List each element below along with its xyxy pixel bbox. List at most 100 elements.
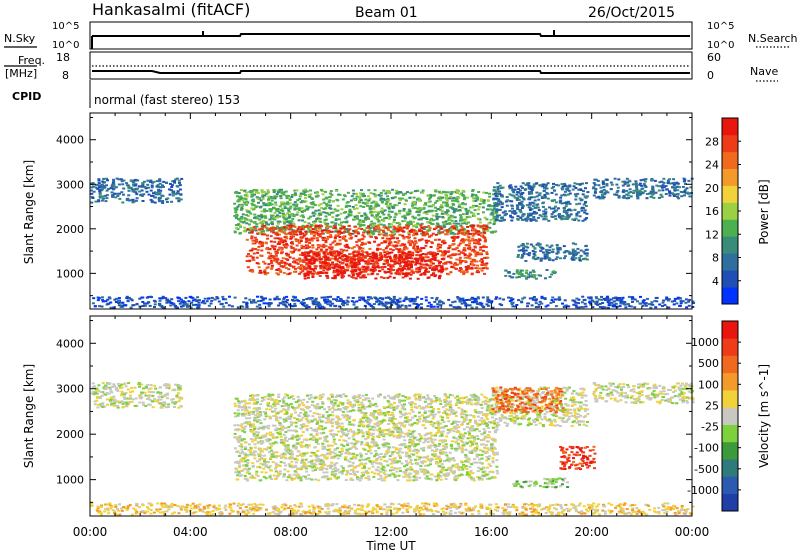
power-cell	[239, 208, 243, 211]
power-cell	[161, 200, 165, 202]
power-cell	[483, 272, 486, 275]
power-cell	[373, 240, 377, 243]
power-cell	[469, 253, 473, 256]
power-cell	[293, 207, 297, 210]
power-cell	[319, 261, 323, 264]
power-cell	[649, 192, 653, 195]
power-cell	[350, 236, 354, 239]
power-cell	[338, 299, 342, 302]
power-cell	[322, 211, 326, 214]
power-cell	[513, 305, 517, 308]
power-cell	[533, 247, 537, 250]
power-patch	[303, 251, 444, 280]
power-cell	[615, 191, 619, 194]
power-cell	[356, 231, 360, 233]
power-cell	[363, 194, 366, 197]
power-cell	[411, 207, 415, 210]
power-cell	[558, 216, 562, 219]
power-cell	[260, 191, 264, 194]
power-cell	[141, 182, 145, 185]
power-cell	[159, 189, 163, 192]
power-cell	[581, 219, 585, 222]
power-cell	[354, 270, 358, 273]
power-cell	[440, 209, 444, 212]
power-cell	[381, 303, 385, 306]
power-cell	[335, 263, 339, 266]
power-cell	[540, 195, 544, 198]
power-cell	[161, 184, 164, 187]
power-cell	[477, 243, 481, 246]
power-cell	[331, 277, 335, 280]
velocity-cell	[103, 405, 107, 408]
power-cell	[380, 256, 384, 258]
power-cell	[467, 236, 471, 239]
power-cell	[675, 302, 679, 305]
power-cell	[463, 219, 467, 222]
power-cell	[582, 299, 586, 301]
power-cell	[514, 185, 518, 188]
power-cell	[150, 186, 154, 189]
power-cell	[465, 211, 469, 214]
power-cell	[407, 231, 411, 234]
power-cell	[349, 212, 353, 215]
power-cell	[161, 295, 165, 298]
power-cell	[457, 230, 461, 233]
power-cell	[429, 234, 433, 237]
power-cell	[519, 244, 523, 247]
power-cell	[687, 304, 691, 307]
power-cell	[179, 198, 183, 201]
power-cell	[293, 189, 297, 192]
power-cell	[175, 197, 179, 200]
power-cell	[267, 305, 271, 308]
power-cell	[171, 180, 175, 183]
power-cell	[465, 267, 469, 270]
power-cell	[645, 193, 649, 195]
power-cell	[453, 254, 457, 256]
power-cell	[573, 219, 577, 221]
power-cell	[203, 302, 207, 305]
power-cell	[517, 249, 521, 252]
power-cell	[363, 260, 367, 263]
noise-sky-line	[92, 33, 690, 37]
power-cell	[458, 209, 462, 211]
power-cell	[431, 251, 435, 254]
power-cell	[269, 196, 273, 198]
power-cell	[389, 204, 393, 207]
power-cell	[370, 230, 373, 233]
power-cell	[327, 252, 330, 255]
power-cell	[467, 209, 471, 212]
power-cell	[583, 252, 587, 255]
power-cell	[240, 207, 244, 210]
power-cell	[644, 178, 648, 181]
power-cell	[197, 301, 201, 304]
noise-spikes	[91, 30, 555, 49]
power-cell	[479, 259, 482, 262]
power-cell	[592, 300, 596, 303]
power-cell	[334, 255, 338, 258]
power-cell	[479, 303, 483, 306]
power-cell	[333, 236, 337, 239]
power-cell	[281, 257, 285, 260]
power-cell	[284, 240, 288, 243]
power-cell	[311, 268, 315, 271]
power-cell	[601, 195, 604, 198]
power-cell	[633, 298, 637, 301]
power-cell	[314, 225, 318, 228]
power-cell	[253, 239, 257, 242]
power-cell	[325, 274, 329, 277]
power-cell	[439, 199, 442, 202]
power-cell	[302, 210, 306, 212]
power-cell	[329, 207, 333, 210]
power-cell	[405, 268, 409, 271]
power-cell	[376, 247, 380, 250]
power-cell	[543, 255, 547, 258]
power-cell	[634, 180, 638, 183]
power-cell	[531, 269, 535, 272]
power-cell	[313, 267, 317, 270]
power-cell	[537, 303, 541, 306]
power-cell	[392, 298, 396, 300]
power-cell	[446, 255, 450, 258]
power-cell	[182, 303, 186, 306]
power-cell	[315, 218, 319, 220]
power-cell	[419, 249, 423, 252]
